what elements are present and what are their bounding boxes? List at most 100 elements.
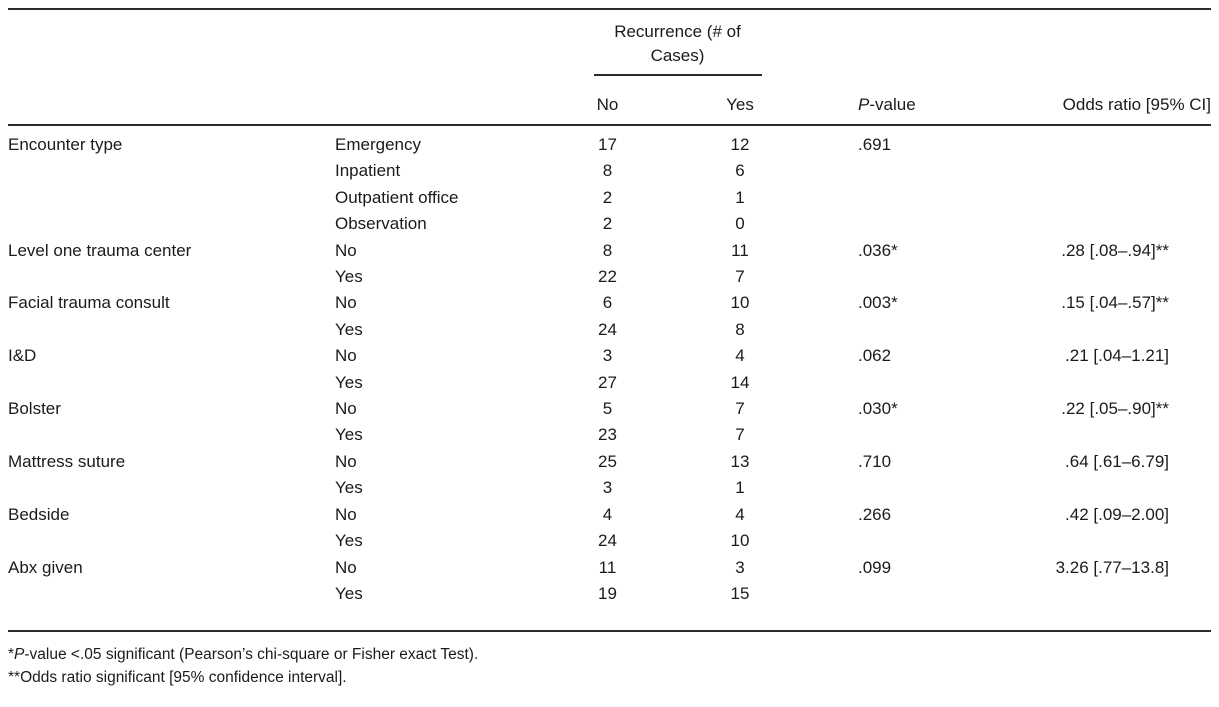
level-cell: Inpatient — [335, 161, 401, 181]
recurrence-group-cell: Recurrence (# of Cases) — [545, 10, 810, 76]
level-cell: Observation — [335, 214, 427, 234]
variable-cell — [8, 422, 335, 448]
recurrence-group-label: Recurrence (# of Cases) — [614, 22, 741, 65]
variable-cell: Bedside — [8, 504, 70, 524]
table-row: Yes 27 14 — [8, 370, 1211, 396]
odds-ratio-cell — [980, 185, 1211, 211]
recurrence-no-cell: 8 — [602, 240, 613, 260]
data-table: Recurrence (# of Cases) No Yes P-value O… — [8, 8, 1211, 633]
odds-ratio-cell — [980, 211, 1211, 237]
p-value-header: P-value — [810, 94, 980, 116]
recurrence-no-cell: 6 — [602, 293, 613, 313]
recurrence-no-cell: 23 — [598, 425, 617, 445]
footnote-p-value: *P-value <.05 significant (Pearson’s chi… — [8, 643, 1219, 666]
recurrence-yes-cell: 15 — [730, 583, 750, 603]
p-value-cell: .266 — [858, 504, 892, 524]
table-row: Mattress suture No 25 13 .710 .64 [.61–6… — [8, 449, 1211, 475]
level-cell: Emergency — [335, 135, 421, 154]
table-bottom-rule — [8, 630, 1211, 633]
recurrence-no-cell: 2 — [602, 214, 613, 234]
odds-ratio-cell — [980, 370, 1211, 396]
variable-cell — [8, 581, 335, 607]
recurrence-yes-cell: 7 — [735, 425, 745, 445]
recurrence-yes-cell: 14 — [730, 372, 750, 392]
variable-cell — [8, 211, 335, 237]
odds-ratio-cell — [980, 528, 1211, 554]
p-value-cell — [810, 370, 980, 396]
variable-header-cell — [8, 94, 335, 116]
odds-ratio-cell — [980, 422, 1211, 448]
recurrence-no-cell: 24 — [598, 531, 617, 551]
level-cell: Yes — [335, 583, 363, 603]
odds-ratio-cell: .42 [.09–2.00] — [1065, 504, 1169, 524]
odds-ratio-cell — [980, 264, 1211, 290]
recurrence-yes-cell: 13 — [730, 451, 750, 471]
recurrence-no-cell: 25 — [598, 451, 617, 471]
variable-cell: Encounter type — [8, 135, 123, 154]
recurrence-group-row: Recurrence (# of Cases) — [8, 10, 1211, 76]
level-cell: No — [335, 557, 357, 577]
level-header-cell — [335, 94, 545, 116]
p-value-cell: .062 — [858, 346, 892, 366]
level-cell: Yes — [335, 425, 363, 445]
p-value-cell: .036* — [858, 240, 898, 260]
recurrence-yes-cell: 1 — [735, 187, 745, 207]
variable-cell: Abx given — [8, 557, 83, 577]
p-value-cell: .099 — [858, 557, 892, 577]
table-row: Abx given No 11 3 .099 3.26 [.77–13.8] — [8, 555, 1211, 581]
recurrence-yes-cell: 10 — [730, 531, 750, 551]
level-cell: No — [335, 451, 357, 471]
level-cell: No — [335, 399, 357, 419]
variable-cell — [8, 158, 335, 184]
variable-cell: I&D — [8, 346, 37, 366]
recurrence-no-cell: 3 — [602, 478, 613, 498]
recurrence-yes-cell: 7 — [735, 399, 745, 419]
recurrence-no-header: No — [596, 95, 619, 114]
odds-ratio-cell — [980, 158, 1211, 184]
table-row: Outpatient office 2 1 — [8, 185, 1211, 211]
recurrence-no-cell: 22 — [598, 267, 617, 287]
level-cell: No — [335, 293, 357, 313]
p-value-cell — [810, 264, 980, 290]
paper-table-page: { "table": { "header": { "group_label": … — [0, 8, 1219, 707]
recurrence-yes-cell: 0 — [735, 214, 745, 234]
level-cell: No — [335, 504, 357, 524]
group-row-spacer — [8, 10, 545, 76]
recurrence-yes-cell: 6 — [735, 161, 745, 181]
table-row: Yes 3 1 — [8, 475, 1211, 501]
level-cell: Yes — [335, 319, 363, 339]
p-value-cell: .691 — [858, 135, 892, 154]
odds-ratio-cell: .64 [.61–6.79] — [1065, 451, 1169, 471]
recurrence-no-cell: 17 — [598, 135, 617, 154]
table-row: Facial trauma consult No 6 10 .003* .15 … — [8, 290, 1211, 316]
odds-ratio-cell — [980, 317, 1211, 343]
level-cell: No — [335, 240, 357, 260]
recurrence-no-cell: 4 — [602, 504, 613, 524]
variable-cell: Bolster — [8, 399, 61, 419]
p-value-cell — [810, 581, 980, 607]
p-value-header-italic: P — [858, 95, 870, 114]
p-value-cell — [810, 317, 980, 343]
recurrence-yes-header: Yes — [726, 95, 754, 114]
level-cell: Outpatient office — [335, 187, 459, 207]
odds-ratio-cell: .15 [.04–.57]** — [1061, 293, 1169, 313]
table-row: Yes 19 15 — [8, 581, 1211, 607]
p-value-cell — [810, 211, 980, 237]
column-header-row: No Yes P-value Odds ratio [95% CI] — [8, 76, 1211, 124]
odds-ratio-cell: 3.26 [.77–13.8] — [1055, 557, 1169, 577]
footnote-odds-ratio: **Odds ratio significant [95% confidence… — [8, 669, 347, 687]
recurrence-no-cell: 24 — [598, 319, 617, 339]
p-value-cell: .030* — [858, 399, 898, 419]
recurrence-yes-cell: 3 — [735, 557, 745, 577]
odds-ratio-cell: .22 [.05–.90]** — [1061, 399, 1169, 419]
recurrence-yes-cell: 12 — [730, 135, 750, 154]
table-body: Encounter type Emergency 17 12 .691 Inpa… — [8, 126, 1211, 630]
variable-cell — [8, 317, 335, 343]
table-row: Yes 24 8 — [8, 317, 1211, 343]
p-value-cell: .710 — [858, 451, 892, 471]
variable-cell — [8, 264, 335, 290]
variable-cell — [8, 370, 335, 396]
table-row: Bedside No 4 4 .266 .42 [.09–2.00] — [8, 502, 1211, 528]
recurrence-no-cell: 5 — [602, 399, 613, 419]
odds-ratio-cell: .28 [.08–.94]** — [1061, 240, 1169, 260]
